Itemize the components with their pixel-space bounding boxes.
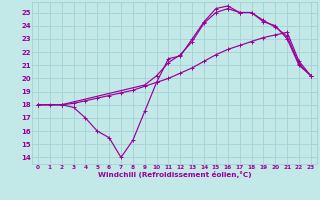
- X-axis label: Windchill (Refroidissement éolien,°C): Windchill (Refroidissement éolien,°C): [98, 171, 251, 178]
